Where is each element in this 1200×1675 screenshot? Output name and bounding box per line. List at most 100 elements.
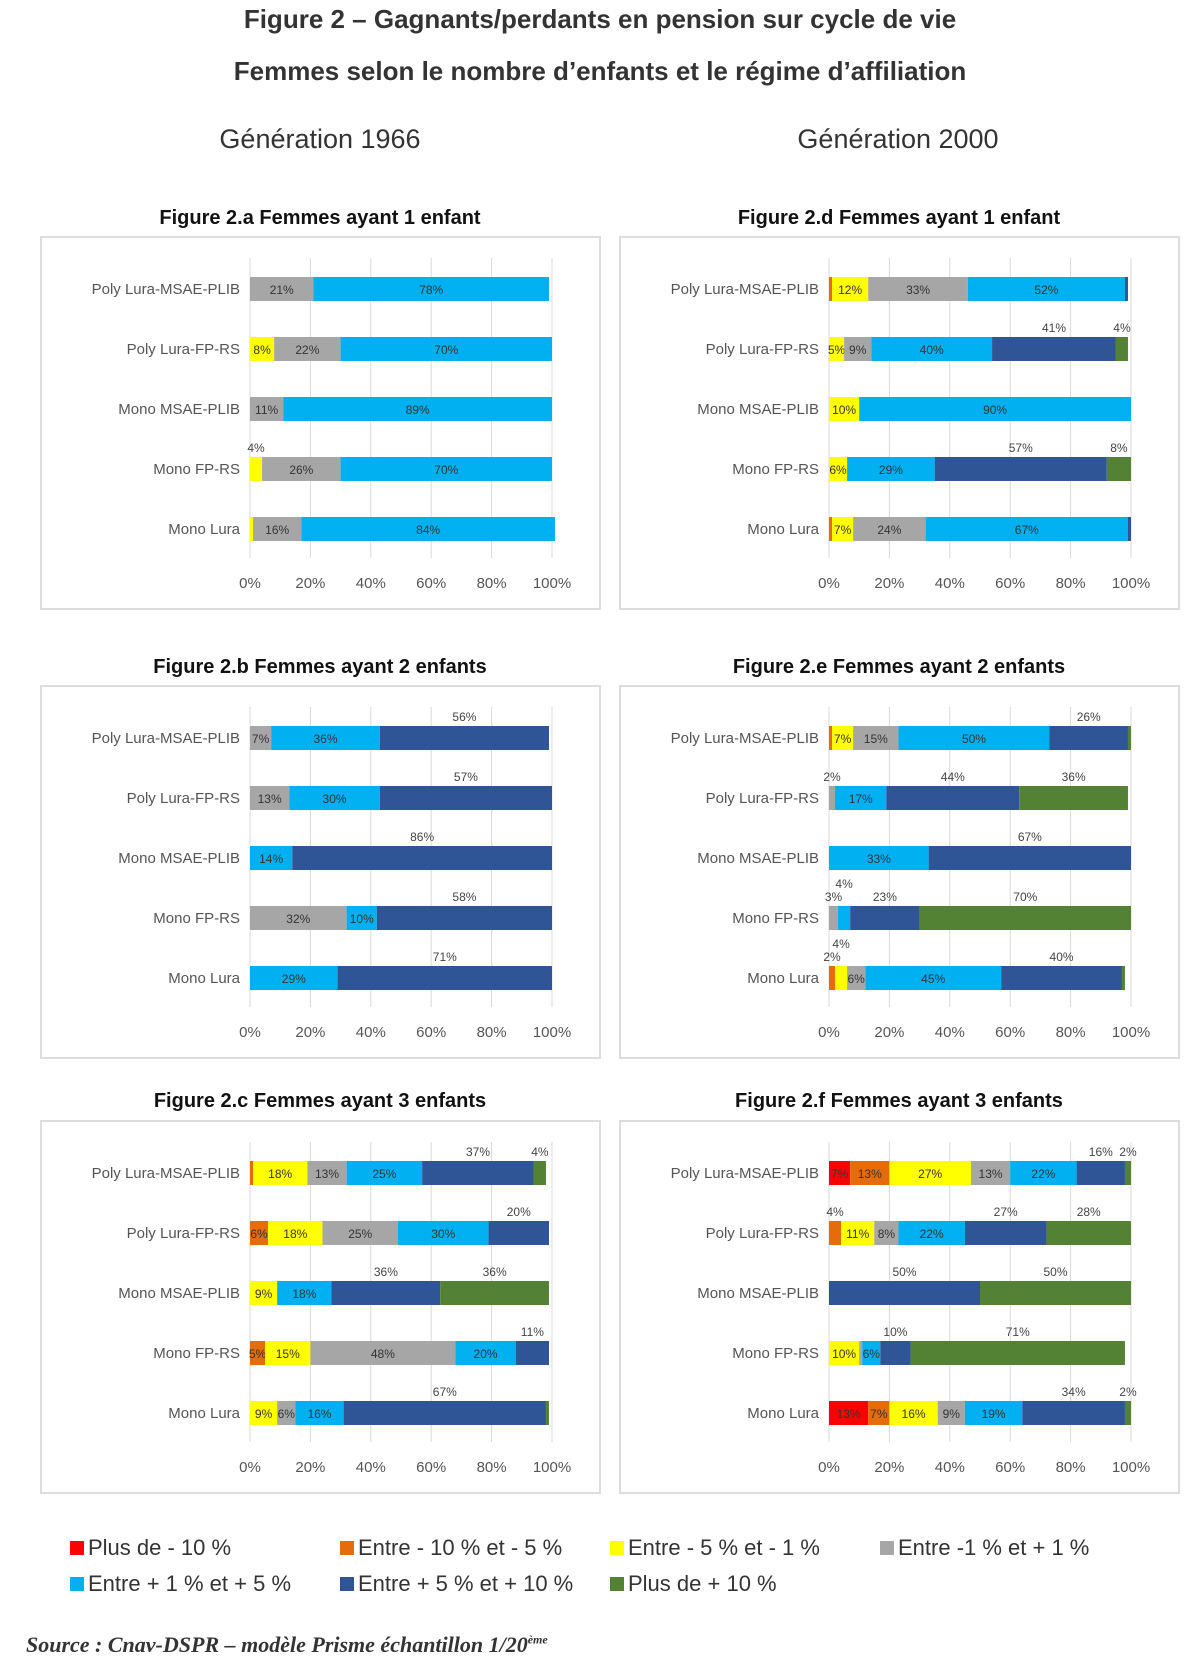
data-label: 29% (282, 972, 306, 986)
data-label: 22% (920, 1227, 944, 1241)
data-label: 2% (823, 770, 841, 784)
data-label: 9% (943, 1407, 961, 1421)
legend-item: Plus de + 10 % (610, 1571, 777, 1597)
chart-svg: 0% 20% 40% 60% 80% 100% Poly Lura-MSAE-PLIB 7% 1… (671, 1142, 1150, 1476)
x-tick-label: 100% (533, 1459, 571, 1476)
bar-segment (928, 846, 1131, 870)
data-label: 36% (313, 732, 337, 746)
data-label: 12% (838, 283, 862, 297)
data-label: 19% (982, 1407, 1006, 1421)
legend-item: Entre - 10 % et - 5 % (340, 1535, 562, 1561)
category-label: Mono Lura (747, 1405, 819, 1422)
chart-svg: 0% 20% 40% 60% 80% 100% Poly Lura-MSAE-PLIB 7% 3… (92, 707, 571, 1041)
x-tick-label: 20% (874, 575, 904, 592)
bar-segment (859, 397, 1131, 421)
chart-c: 0% 20% 40% 60% 80% 100% Poly Lura-MSAE-PLIB 18%… (40, 1120, 601, 1494)
data-label: 11% (521, 1325, 544, 1339)
bar-segment (250, 906, 347, 930)
bar-segment (331, 1281, 441, 1305)
data-label: 7% (870, 1407, 888, 1421)
figure-title: Figure 2 – Gagnants/perdants en pension … (243, 4, 957, 34)
data-label: 4% (826, 1205, 844, 1219)
data-label: 22% (1031, 1167, 1055, 1181)
data-label: 71% (433, 950, 457, 964)
legend-label: Entre - 5 % et - 1 % (628, 1535, 820, 1560)
chart-svg: 0% 20% 40% 60% 80% 100% Poly Lura-MSAE-PLIB 21%… (92, 258, 571, 592)
bar-segment (919, 906, 1131, 930)
data-label: 4% (832, 937, 850, 951)
bar-segment (832, 517, 854, 541)
data-label: 5% (249, 1347, 267, 1361)
legend-item: Entre - 5 % et - 1 % (610, 1535, 820, 1561)
bar-segment (850, 906, 920, 930)
category-label: Mono MSAE-PLIB (118, 850, 240, 867)
chart-f: 0% 20% 40% 60% 80% 100% Poly Lura-MSAE-PLIB 7% 1… (619, 1120, 1180, 1494)
generation-2000-heading: Génération 2000 (797, 124, 999, 154)
bar-segment (967, 277, 1125, 301)
data-label: 90% (983, 403, 1007, 417)
data-label: 25% (348, 1227, 372, 1241)
data-label: 28% (1077, 1205, 1101, 1219)
data-label: 7% (834, 732, 852, 746)
data-label: 40% (1050, 950, 1074, 964)
data-label: 37% (466, 1145, 490, 1159)
data-label: 86% (410, 830, 434, 844)
data-label: 26% (1077, 710, 1101, 724)
data-label: 20% (507, 1205, 531, 1219)
data-label: 50% (962, 732, 986, 746)
x-tick-label: 0% (239, 1024, 261, 1041)
bar-segment (829, 906, 839, 930)
data-label: 29% (879, 463, 903, 477)
data-label: 9% (255, 1287, 273, 1301)
bar-segment (295, 1401, 344, 1425)
bar-segment (829, 517, 833, 541)
legend-swatch (610, 1541, 624, 1555)
bar-segment (533, 1161, 546, 1185)
bar-segment (829, 337, 845, 361)
bar-segment (829, 726, 833, 750)
data-label: 57% (454, 770, 478, 784)
bar-segment (379, 786, 552, 810)
chart-svg: 0% 20% 40% 60% 80% 100% Poly Lura-MSAE-PLIB 7% 1… (671, 707, 1150, 1041)
data-label: 6% (829, 463, 847, 477)
data-label: 7% (252, 732, 270, 746)
data-label: 7% (834, 523, 852, 537)
bar-segment (829, 966, 836, 990)
category-label: Mono Lura (168, 970, 240, 987)
x-tick-label: 40% (356, 1459, 386, 1476)
bar-segment (1019, 786, 1128, 810)
bar-segment (1127, 517, 1131, 541)
data-label: 16% (307, 1407, 331, 1421)
bar-segment (277, 1401, 296, 1425)
bar-segment (862, 1341, 881, 1365)
bar-segment (250, 337, 275, 361)
bar-segment (832, 726, 854, 750)
data-label: 8% (253, 343, 271, 357)
data-label: 24% (877, 523, 901, 537)
bar-segment (340, 337, 552, 361)
data-label: 11% (846, 1227, 869, 1241)
data-label: 36% (374, 1265, 398, 1279)
x-tick-label: 100% (533, 575, 571, 592)
x-tick-label: 0% (818, 1024, 840, 1041)
x-tick-label: 80% (477, 1459, 507, 1476)
bar-segment (488, 1221, 549, 1245)
bar-segment (545, 1401, 549, 1425)
bar-segment (283, 397, 552, 421)
data-label: 8% (878, 1227, 896, 1241)
bar-segment (271, 726, 380, 750)
bar-segment (937, 1401, 965, 1425)
data-label: 70% (434, 343, 458, 357)
bar-segment (889, 1161, 971, 1185)
data-label: 58% (452, 890, 476, 904)
data-label: 8% (1110, 441, 1128, 455)
bar-segment (850, 1161, 890, 1185)
data-label: 52% (1034, 283, 1058, 297)
data-label: 21% (270, 283, 294, 297)
bar-segment (829, 1341, 860, 1365)
category-label: Poly Lura-MSAE-PLIB (671, 1165, 819, 1182)
bar-segment (397, 1221, 489, 1245)
category-label: Mono FP-RS (732, 1345, 819, 1362)
legend-label: Entre - 10 % et - 5 % (358, 1535, 563, 1560)
bar-segment (1046, 1221, 1131, 1245)
